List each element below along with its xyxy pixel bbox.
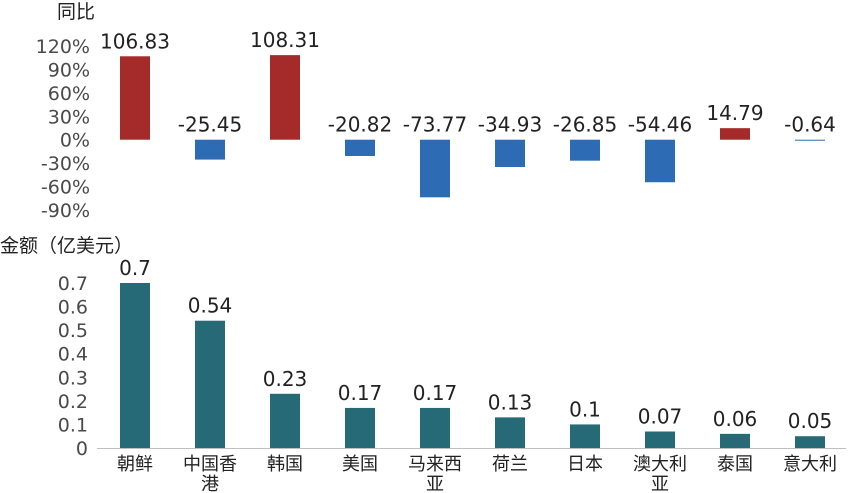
top-axis-title: 同比 bbox=[57, 1, 95, 23]
bottom-axis-title: 金额（亿美元） bbox=[0, 235, 133, 257]
category-label: 荷兰 bbox=[492, 454, 528, 475]
top-bar-value-label: 106.83 bbox=[100, 29, 170, 53]
bottom-bar-value-label: 0.54 bbox=[188, 294, 233, 318]
top-bar bbox=[420, 139, 450, 198]
top-bar-value-label: -73.77 bbox=[403, 113, 467, 137]
bottom-y-tick-label: 0.6 bbox=[58, 297, 88, 319]
top-bar-value-label: -34.93 bbox=[478, 113, 542, 137]
category-label: 马来西 bbox=[408, 454, 462, 475]
top-bar bbox=[195, 139, 225, 160]
bottom-y-tick-label: 0.5 bbox=[58, 320, 88, 342]
top-bar-value-label: -26.85 bbox=[553, 113, 617, 137]
top-bar-value-label: 108.31 bbox=[250, 28, 320, 52]
bottom-bar-value-label: 0.13 bbox=[488, 390, 533, 414]
bottom-bar bbox=[420, 407, 450, 448]
top-bar bbox=[570, 139, 600, 161]
top-bar bbox=[495, 139, 525, 167]
bottom-y-tick-label: 0.1 bbox=[58, 414, 88, 436]
bottom-bar bbox=[795, 436, 825, 448]
bottom-bar bbox=[495, 417, 525, 448]
bottom-bar-value-label: 0.17 bbox=[413, 381, 458, 405]
top-y-tick-label: 90% bbox=[48, 59, 90, 81]
top-y-tick-label: -30% bbox=[41, 153, 90, 175]
category-label: 美国 bbox=[342, 454, 378, 475]
top-bar bbox=[345, 139, 375, 156]
bottom-bar bbox=[195, 320, 225, 448]
top-y-tick-label: 120% bbox=[36, 36, 90, 58]
category-label: 朝鲜 bbox=[117, 454, 153, 475]
bottom-bar bbox=[345, 407, 375, 448]
top-bar-value-label: -25.45 bbox=[178, 113, 242, 137]
bottom-y-tick-label: 0.2 bbox=[58, 391, 88, 413]
bottom-bar-value-label: 0.17 bbox=[338, 381, 383, 405]
top-y-tick-label: -90% bbox=[41, 200, 90, 222]
bottom-bar-value-label: 0.07 bbox=[638, 405, 683, 429]
bottom-y-tick-label: 0 bbox=[76, 438, 88, 460]
category-label: 中国香 bbox=[183, 454, 237, 475]
category-label: 日本 bbox=[567, 454, 603, 475]
bottom-y-tick-label: 0.7 bbox=[58, 273, 88, 295]
bottom-bar bbox=[270, 393, 300, 448]
bottom-bar-value-label: 0.06 bbox=[713, 407, 758, 431]
category-label: 港 bbox=[201, 474, 219, 493]
top-y-tick-label: 60% bbox=[48, 83, 90, 105]
category-label: 泰国 bbox=[717, 454, 753, 475]
top-y-tick-label: -60% bbox=[41, 177, 90, 199]
bottom-bar-value-label: 0.23 bbox=[263, 367, 308, 391]
category-label: 亚 bbox=[426, 474, 444, 493]
bottom-bar-value-label: 0.05 bbox=[788, 409, 833, 433]
top-bar bbox=[795, 139, 825, 141]
top-y-tick-label: 30% bbox=[48, 106, 90, 128]
top-bar-value-label: -20.82 bbox=[328, 113, 392, 137]
top-bar-value-label: 14.79 bbox=[706, 101, 763, 125]
bottom-bar bbox=[720, 433, 750, 448]
top-y-tick-label: 0% bbox=[60, 130, 90, 152]
top-bar bbox=[120, 56, 150, 140]
category-label: 亚 bbox=[651, 474, 669, 493]
bottom-y-tick-label: 0.4 bbox=[58, 344, 88, 366]
bottom-y-tick-label: 0.3 bbox=[58, 367, 88, 389]
top-bar-value-label: -0.64 bbox=[784, 113, 836, 137]
category-label: 澳大利 bbox=[633, 454, 687, 475]
bottom-bar bbox=[570, 424, 600, 448]
top-bar bbox=[645, 139, 675, 183]
category-label: 韩国 bbox=[267, 454, 303, 475]
category-label: 意大利 bbox=[783, 454, 837, 475]
bottom-bar-value-label: 0.1 bbox=[569, 397, 601, 421]
bottom-bar bbox=[645, 431, 675, 448]
top-bar-value-label: -54.46 bbox=[628, 113, 692, 137]
top-bar bbox=[720, 128, 750, 140]
bottom-bar-value-label: 0.7 bbox=[119, 256, 151, 280]
top-bar bbox=[270, 55, 300, 140]
bottom-bar bbox=[120, 283, 150, 448]
